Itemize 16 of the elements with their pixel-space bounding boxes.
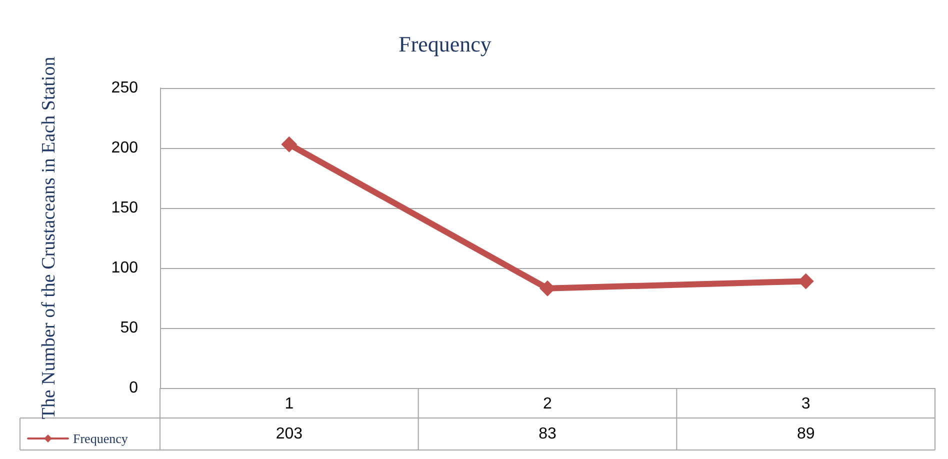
x-tick-label: 3 <box>801 396 810 412</box>
y-tick-label: 150 <box>111 200 138 216</box>
x-tick-label: 2 <box>543 396 552 412</box>
data-label: 83 <box>538 426 556 442</box>
legend-label: Frequency <box>73 431 128 446</box>
data-label: 203 <box>276 426 303 442</box>
chart-title: Frequency <box>398 32 492 56</box>
y-tick-label: 0 <box>129 380 138 396</box>
data-label: 89 <box>796 426 815 442</box>
y-tick-label: 250 <box>111 80 138 96</box>
x-tick-label: 1 <box>284 396 294 412</box>
y-tick-label: 100 <box>111 260 138 276</box>
y-tick-label: 50 <box>120 320 138 336</box>
y-tick-label: 200 <box>111 140 138 156</box>
point <box>281 136 298 152</box>
y-axis-title: The Number of the Crustaceans in Each Station <box>38 56 60 420</box>
